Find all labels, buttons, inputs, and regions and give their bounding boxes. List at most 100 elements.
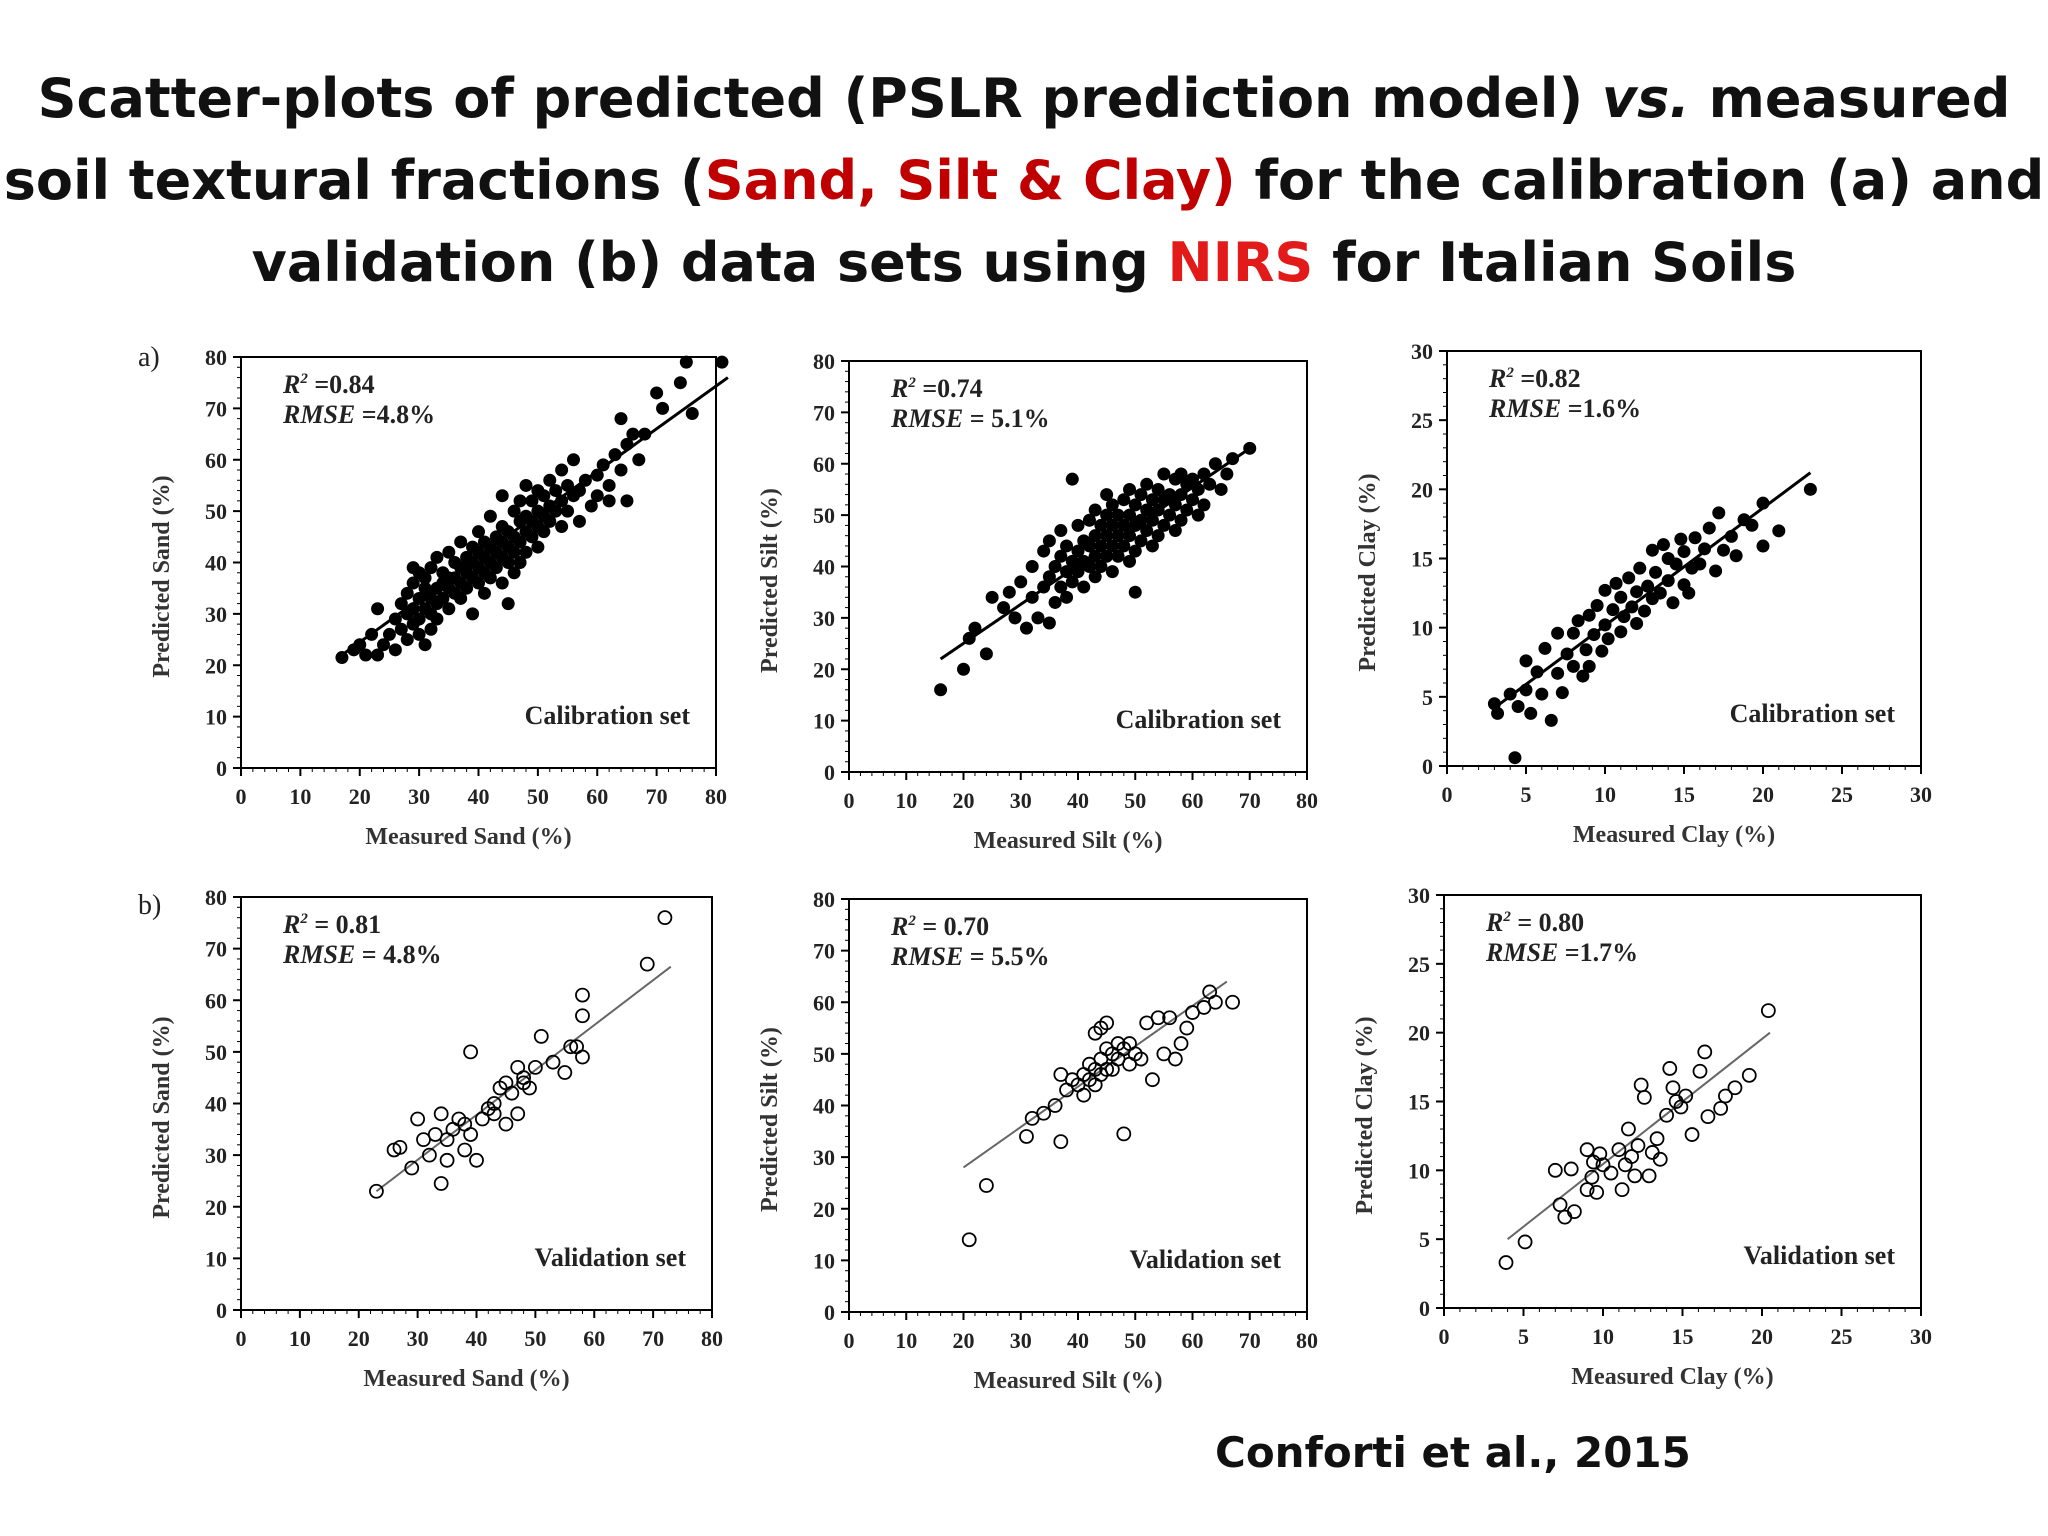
rmse-annotation: RMSE =4.8% — [282, 400, 435, 429]
data-point — [400, 633, 414, 647]
data-point — [504, 1085, 520, 1101]
scatter-plot-2: 0 10 20 30 40 50 60 70 80 0 10 20 30 40 50 60 70 80 Measur… — [757, 349, 1318, 854]
panel-label-b: b) — [138, 890, 161, 921]
data-point — [1698, 542, 1712, 556]
y-tick-label: 30 — [205, 1143, 227, 1168]
data-point — [1065, 472, 1079, 486]
data-point — [1557, 1209, 1573, 1225]
data-point — [1571, 614, 1585, 628]
data-point — [1133, 1051, 1149, 1067]
data-point — [1088, 503, 1102, 517]
data-point — [639, 956, 655, 972]
data-point — [1718, 1088, 1733, 1104]
data-point — [463, 1127, 479, 1142]
y-tick-label: 40 — [813, 1094, 835, 1119]
y-tick-label: 80 — [205, 345, 227, 370]
data-point — [1644, 1145, 1660, 1160]
data-point — [469, 1152, 484, 1168]
data-point — [1641, 1168, 1657, 1184]
data-point — [1145, 1072, 1160, 1088]
data-point — [1008, 611, 1022, 625]
data-point — [472, 576, 485, 590]
y-tick-label: 10 — [813, 1248, 835, 1273]
x-tick-label: 80 — [705, 784, 727, 809]
data-point — [1603, 1165, 1619, 1181]
x-tick-label: 50 — [524, 1326, 546, 1351]
data-point — [359, 648, 373, 662]
data-point — [1621, 1121, 1636, 1137]
data-point — [1168, 524, 1182, 538]
data-point — [1208, 994, 1223, 1010]
data-point — [1624, 1149, 1640, 1164]
data-point — [1576, 669, 1590, 683]
data-point — [1100, 488, 1114, 502]
r2-annotation: R2 = 0.80 — [1485, 908, 1584, 937]
set-label: Validation set — [1744, 1241, 1896, 1270]
data-point — [1601, 632, 1615, 646]
y-axis-label: Predicted Clay (%) — [1355, 473, 1381, 671]
data-point — [555, 463, 569, 477]
x-tick-label: 30 — [1010, 788, 1032, 813]
x-tick-label: 10 — [895, 788, 917, 813]
data-point — [1649, 565, 1663, 579]
data-point — [934, 683, 948, 697]
data-point — [454, 591, 468, 605]
data-point — [1544, 713, 1558, 727]
x-axis-label: Measured Clay (%) — [1571, 1364, 1773, 1390]
data-point — [1054, 524, 1068, 538]
x-tick-label: 30 — [1910, 782, 1932, 807]
data-point — [424, 622, 438, 636]
data-point — [1666, 596, 1680, 610]
x-tick-label: 70 — [1239, 788, 1261, 813]
r2-annotation: R2 = 0.70 — [890, 912, 989, 941]
y-tick-label: 70 — [205, 396, 227, 421]
x-tick-label: 80 — [1296, 1328, 1318, 1353]
data-point — [1094, 539, 1108, 553]
data-point — [1105, 565, 1119, 579]
data-point — [1157, 518, 1171, 532]
data-point — [685, 407, 699, 421]
citation: Conforti et al., 2015 — [1215, 1428, 1691, 1477]
x-tick-label: 70 — [642, 1326, 664, 1351]
data-point — [1065, 575, 1079, 589]
data-point — [1641, 579, 1655, 593]
x-tick-label: 30 — [1010, 1328, 1032, 1353]
data-point — [1611, 1142, 1627, 1158]
data-point — [1019, 621, 1033, 635]
data-point — [335, 651, 349, 665]
data-point — [1625, 600, 1639, 614]
data-point — [561, 478, 575, 492]
data-point — [563, 1039, 579, 1055]
set-label: Calibration set — [1116, 705, 1282, 734]
data-point — [1163, 488, 1177, 502]
data-point — [1037, 580, 1051, 594]
y-tick-label: 20 — [205, 1195, 227, 1220]
y-tick-label: 0 — [216, 1298, 227, 1323]
data-point — [483, 571, 497, 585]
data-point — [394, 597, 408, 611]
y-tick-label: 10 — [813, 709, 835, 734]
x-tick-label: 20 — [1751, 1324, 1773, 1349]
data-point — [477, 586, 491, 600]
data-point — [1756, 539, 1770, 553]
data-point — [1208, 457, 1222, 471]
data-point — [1717, 543, 1730, 557]
data-point — [1214, 482, 1228, 496]
data-point — [1530, 665, 1544, 679]
data-point — [715, 355, 729, 369]
data-point — [1590, 599, 1604, 613]
data-point — [439, 1152, 455, 1168]
data-point — [1002, 585, 1016, 599]
y-tick-label: 0 — [1419, 1296, 1430, 1321]
data-point — [1592, 1146, 1608, 1162]
title-line-1-text: Scatter-plots of predicted (PSLR predict… — [37, 67, 1602, 130]
data-point — [1105, 518, 1119, 532]
x-tick-label: 40 — [1067, 1328, 1089, 1353]
y-tick-label: 70 — [813, 400, 835, 425]
data-point — [1168, 498, 1182, 512]
data-point — [1025, 590, 1039, 604]
data-point — [1508, 751, 1522, 765]
data-point — [1048, 595, 1062, 609]
data-point — [1019, 1129, 1034, 1144]
